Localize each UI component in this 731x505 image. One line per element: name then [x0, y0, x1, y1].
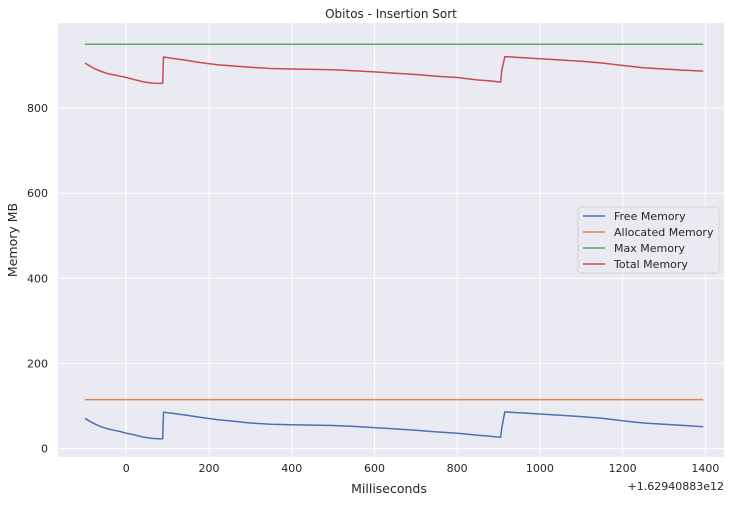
legend-label-free-memory: Free Memory: [614, 210, 686, 223]
x-tick-labels: 0 200 400 600 800 1000 1200 1400: [123, 462, 720, 475]
y-axis-label: Memory MB: [5, 203, 20, 277]
legend-label-allocated-memory: Allocated Memory: [614, 226, 714, 239]
y-tick-label: 800: [27, 102, 48, 115]
y-tick-label: 200: [27, 357, 48, 370]
grid-lines: [58, 23, 724, 457]
x-tick-label: 0: [123, 462, 130, 475]
series-lines: [84, 43, 704, 440]
legend-box: [577, 206, 720, 274]
y-tick-labels: 0 200 400 600 800: [27, 102, 48, 455]
x-tick-label: 1000: [526, 462, 554, 475]
free-memory-line: [84, 411, 704, 440]
x-tick-label: 200: [198, 462, 219, 475]
y-tick-label: 0: [41, 442, 48, 455]
x-axis-label: Milliseconds: [351, 481, 427, 496]
y-tick-label: 600: [27, 187, 48, 200]
x-tick-label: 800: [447, 462, 468, 475]
total-memory-line: [84, 55, 704, 85]
x-tick-label: 400: [281, 462, 302, 475]
legend-label-max-memory: Max Memory: [614, 242, 685, 255]
x-tick-label: 1200: [609, 462, 637, 475]
legend: Free Memory Allocated Memory Max Memory Tot…: [577, 206, 720, 274]
legend-label-total-memory: Total Memory: [613, 258, 688, 271]
chart-title: Obitos - Insertion Sort: [325, 7, 457, 21]
x-axis-offset-label: +1.62940883e12: [628, 480, 724, 493]
y-tick-label: 400: [27, 272, 48, 285]
x-tick-label: 1400: [691, 462, 719, 475]
x-tick-label: 600: [364, 462, 385, 475]
